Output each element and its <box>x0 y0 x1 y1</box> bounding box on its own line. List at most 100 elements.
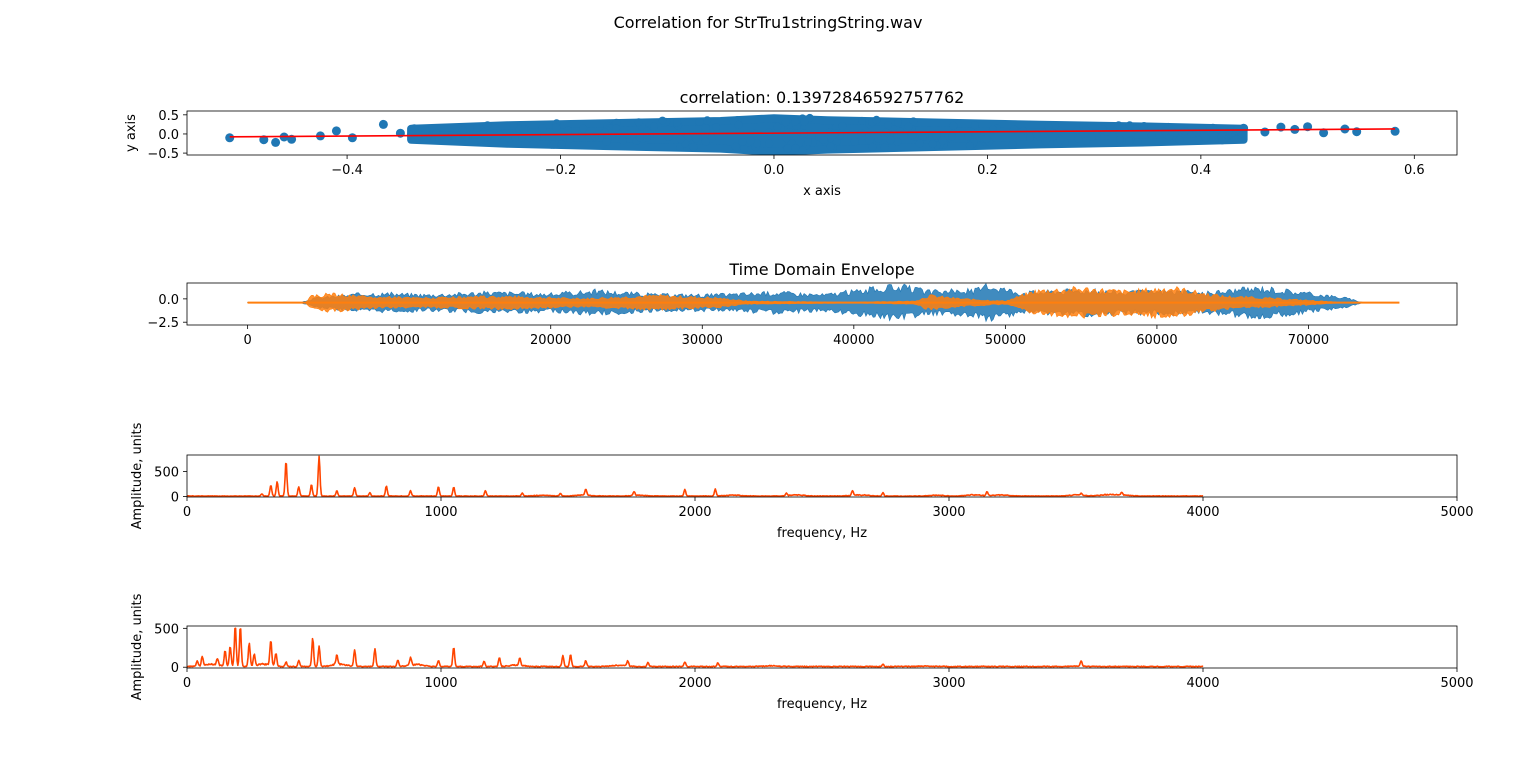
time-domain-envelope-panel: 0 10000 20000 30000 40000 50000 60000 70000 0.0 −… <box>147 260 1458 348</box>
scatter-plot-area <box>225 113 1400 155</box>
axes-frame <box>186 625 1458 669</box>
scatter-point <box>915 139 924 148</box>
scatter-point <box>1009 125 1018 134</box>
scatter-point <box>1125 137 1134 146</box>
y-axis-label: y axis <box>124 114 139 152</box>
scatter-point <box>1239 123 1249 133</box>
x-tick-label: 60000 <box>1136 333 1177 348</box>
scatter-point <box>1044 122 1053 131</box>
scatter-point <box>832 138 841 147</box>
scatter-point <box>259 135 269 145</box>
scatter-point <box>1147 131 1156 140</box>
x-tick-label: 50000 <box>985 333 1026 348</box>
scatter-point <box>1116 135 1124 144</box>
scatter-point <box>918 132 927 141</box>
scatter-point <box>886 135 895 144</box>
scatter-point <box>740 145 749 153</box>
spectrum-panel-1: 0 1000 2000 3000 4000 5000 0 500 frequency, Hz Am… <box>130 422 1474 541</box>
x-tick-label: 0.0 <box>764 163 785 178</box>
scatter-point <box>880 143 889 152</box>
scatter-point <box>791 117 800 126</box>
scatter-point <box>521 139 530 148</box>
scatter-point <box>982 134 991 143</box>
x-tick-label: 30000 <box>682 333 723 348</box>
scatter-point <box>805 113 814 122</box>
chart-title: Time Domain Envelope <box>728 260 914 279</box>
scatter-point <box>1133 138 1142 147</box>
scatter-point <box>600 128 609 137</box>
scatter-point <box>896 127 905 136</box>
scatter-point <box>331 126 341 136</box>
x-tick-label: 4000 <box>1186 676 1219 691</box>
scatter-point <box>701 124 710 133</box>
scatter-point <box>635 133 644 142</box>
scatter-correlation-panel: −0.4 −0.2 0.0 0.2 0.4 0.6 0.5 0.0 −0.5 correlatio… <box>124 88 1458 199</box>
x-axis-label: x axis <box>803 184 841 199</box>
scatter-point <box>909 117 918 126</box>
scatter-point <box>858 116 866 125</box>
y-axis-label: Amplitude, units <box>130 422 145 529</box>
y-tick-label: 0.0 <box>158 293 179 308</box>
scatter-point <box>1074 134 1083 143</box>
scatter-point <box>1008 140 1017 149</box>
y-tick-label: 0 <box>171 661 179 676</box>
scatter-point <box>1114 121 1123 130</box>
x-tick-label: 3000 <box>932 676 965 691</box>
x-axis-label: frequency, Hz <box>777 697 867 712</box>
scatter-point <box>642 133 651 142</box>
scatter-point <box>893 137 902 146</box>
x-tick-label: 0.6 <box>1404 163 1425 178</box>
regression-fit-line <box>229 128 1396 138</box>
scatter-point <box>752 139 761 148</box>
scatter-point <box>271 137 281 147</box>
scatter-point <box>612 124 621 133</box>
scatter-point <box>893 118 902 127</box>
x-tick-label: 0.4 <box>1191 163 1212 178</box>
scatter-point <box>734 120 743 129</box>
scatter-point <box>773 122 782 131</box>
x-tick-label: 40000 <box>833 333 874 348</box>
scatter-point <box>473 123 481 132</box>
scatter-point <box>783 144 792 153</box>
y-tick-label: 0 <box>171 491 179 506</box>
y-tick-label: 500 <box>154 466 179 481</box>
scatter-point <box>509 122 518 130</box>
x-tick-label: 3000 <box>932 505 965 520</box>
x-axis-label: frequency, Hz <box>777 526 867 541</box>
scatter-point <box>410 124 419 133</box>
scatter-point <box>566 134 575 143</box>
scatter-point <box>872 115 881 124</box>
scatter-point <box>932 131 941 140</box>
scatter-point <box>938 136 947 145</box>
scatter-point <box>904 122 913 131</box>
scatter-point <box>1125 121 1134 130</box>
scatter-point <box>1041 137 1050 146</box>
scatter-point <box>850 137 859 146</box>
scatter-point <box>1260 127 1270 137</box>
scatter-point <box>781 118 790 127</box>
spectrum-line <box>187 627 1204 668</box>
spectrum-plot-area <box>187 627 1204 668</box>
scatter-point <box>965 141 974 150</box>
scatter-point <box>407 130 416 139</box>
scatter-point <box>746 137 755 146</box>
x-tick-label: 1000 <box>424 505 457 520</box>
scatter-point <box>765 139 774 148</box>
scatter-point <box>874 134 883 143</box>
x-tick-label: 0 <box>243 333 251 348</box>
scatter-point <box>1319 128 1329 138</box>
y-tick-label: 0.0 <box>158 128 179 143</box>
scatter-point <box>1175 135 1184 144</box>
scatter-point <box>1081 126 1090 134</box>
scatter-point <box>738 138 747 146</box>
x-tick-label: 5000 <box>1440 505 1473 520</box>
scatter-point <box>1026 133 1034 142</box>
scatter-point <box>800 117 809 126</box>
scatter-point <box>838 122 847 131</box>
y-axis-label: Amplitude, units <box>130 593 145 700</box>
scatter-point <box>1073 126 1082 135</box>
axes-frame <box>186 110 1458 156</box>
x-tick-label: 70000 <box>1288 333 1329 348</box>
